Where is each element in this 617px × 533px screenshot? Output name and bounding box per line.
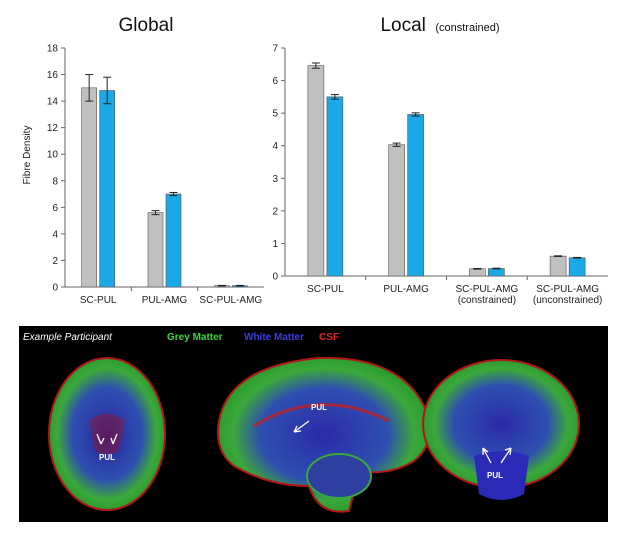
global-y-tick-label: 12	[47, 123, 59, 134]
global-category-label: SC-PUL-AMG	[199, 295, 262, 306]
chart-local: Local (constrained) 0 1 2 3 4 5 6 7 SC-PUL PUL-AM…	[272, 15, 608, 306]
sagittal-slice	[217, 356, 431, 513]
sagittal-pul-label: PUL	[311, 403, 327, 412]
chart-local-title-suffix: (constrained)	[435, 22, 499, 34]
coronal-brainstem	[474, 451, 529, 500]
local-bar	[549, 255, 567, 277]
local-bar	[388, 144, 405, 277]
chart-local-title-group: Local (constrained)	[380, 15, 499, 36]
global-y-tick-label: 2	[52, 256, 58, 267]
global-category-label: SC-PUL	[80, 295, 117, 306]
axial-pul-label: PUL	[99, 453, 115, 462]
brain-image: PUL PUL PUL	[48, 356, 580, 513]
local-y-tick-label: 4	[272, 141, 278, 152]
global-y-tick-label: 16	[47, 70, 59, 81]
local-y-tick-label: 2	[272, 206, 278, 217]
global-bar	[99, 90, 115, 288]
legend-white-matter: White Matter	[244, 332, 304, 343]
global-y-tick-label: 4	[52, 229, 58, 240]
coronal-pul-label: PUL	[487, 471, 503, 480]
global-bar	[165, 193, 182, 288]
chart-global-title: Global	[119, 15, 174, 36]
local-category-label: SC-PUL-AMG	[536, 284, 599, 295]
global-y-tick-label: 14	[47, 97, 59, 108]
axial-ventricle	[89, 413, 125, 455]
chart-global-ylabel: Fibre Density	[22, 126, 33, 185]
global-y-tick-label: 6	[52, 203, 58, 214]
local-y-tick-label: 1	[272, 239, 278, 250]
local-category-label: PUL-AMG	[383, 284, 429, 295]
local-y-tick-label: 0	[272, 272, 278, 283]
local-category-label: SC-PUL-AMG	[455, 284, 518, 295]
local-y-tick-label: 3	[272, 174, 278, 185]
local-bar	[488, 268, 505, 277]
global-y-tick-label: 8	[52, 176, 58, 187]
local-category-label: (unconstrained)	[533, 295, 602, 306]
local-bar	[568, 257, 586, 277]
local-y-tick-label: 6	[272, 76, 278, 87]
global-y-tick-label: 10	[47, 150, 59, 161]
participant-label: Example Participant	[23, 332, 112, 343]
coronal-arrows	[482, 447, 512, 464]
chart-local-title: Local	[380, 15, 425, 36]
local-y-tick-label: 5	[272, 109, 278, 120]
legend-csf: CSF	[319, 332, 339, 343]
global-bar	[147, 212, 164, 288]
global-category-label: PUL-AMG	[142, 295, 188, 306]
local-y-tick-label: 7	[272, 44, 278, 55]
sagittal-cerebellum	[306, 453, 372, 499]
local-bar	[307, 65, 325, 277]
local-bar	[407, 114, 424, 277]
sagittal-arrow	[293, 420, 310, 433]
chart-global-plot: 0 2 4 6 8 10 12 14 16 18 SC-PUL PUL-AMG SC-PUL-AMG	[47, 44, 264, 306]
axial-arrows	[96, 433, 118, 445]
local-bar	[469, 268, 486, 277]
brain-image-panel: PUL PUL PUL Example Participant Grey Mat…	[19, 326, 608, 522]
local-category-label: (constrained)	[458, 295, 516, 306]
global-y-tick-label: 0	[52, 283, 58, 294]
global-y-tick-label: 18	[47, 44, 59, 55]
legend-grey-matter: Grey Matter	[167, 332, 223, 343]
sagittal-corpus-callosum	[253, 403, 390, 428]
chart-global: Global Fibre Density 0 2 4 6 8 10 12 14 16 18 SC-P…	[22, 15, 264, 306]
local-category-label: SC-PUL	[307, 284, 344, 295]
local-bar	[326, 96, 344, 277]
global-bar	[81, 87, 97, 288]
